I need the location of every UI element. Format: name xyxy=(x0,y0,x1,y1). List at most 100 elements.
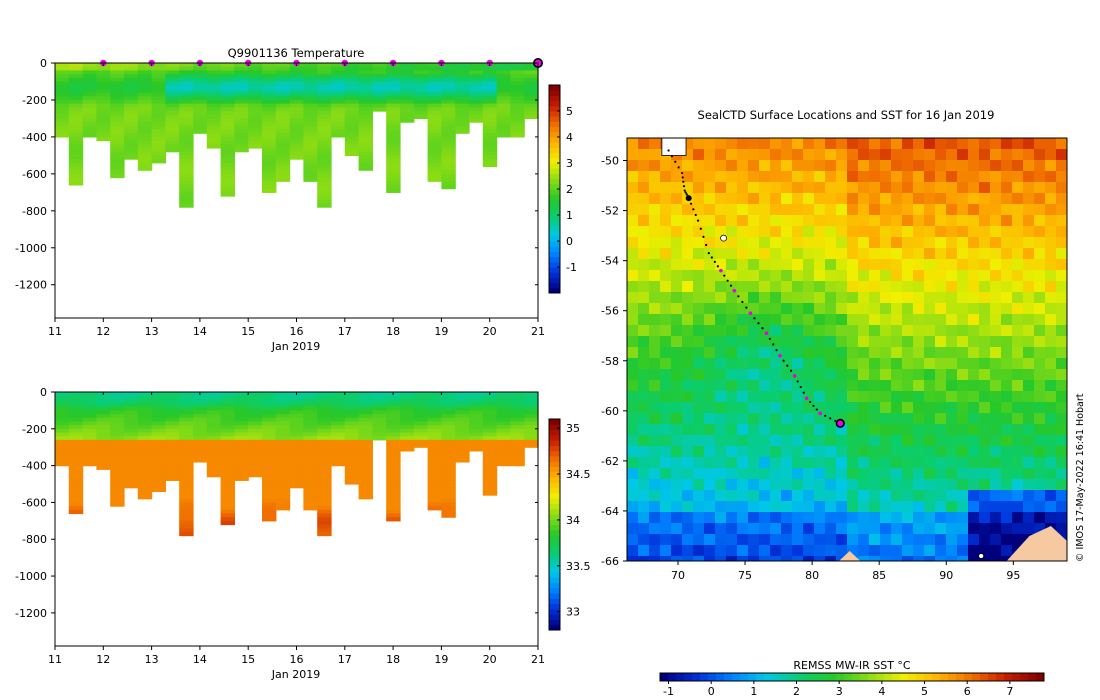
sst-cell xyxy=(748,479,760,491)
profile-cell xyxy=(55,417,70,423)
sst-cell xyxy=(759,490,771,502)
profile-column xyxy=(427,63,442,182)
profile-cell xyxy=(386,162,401,168)
profile-cell xyxy=(441,162,456,168)
sst-cell xyxy=(902,479,914,491)
profile-cell xyxy=(524,395,539,400)
profile-cell xyxy=(137,458,153,463)
x-tick-label: 19 xyxy=(434,325,448,338)
sst-cell xyxy=(825,248,837,260)
colorbar-swatch xyxy=(549,471,560,478)
sst-cell xyxy=(671,512,683,524)
sst-cell xyxy=(968,391,980,403)
sst-cell xyxy=(957,281,969,293)
sst-cell xyxy=(880,501,892,513)
sst-cell xyxy=(770,248,782,260)
profile-cell xyxy=(262,136,277,142)
sst-cell xyxy=(803,347,815,359)
profile-cell xyxy=(510,447,525,452)
profile-cell xyxy=(262,170,277,175)
profile-cell xyxy=(165,395,180,400)
sst-cell xyxy=(649,281,661,293)
profile-cell xyxy=(469,406,484,411)
colorbar-swatch xyxy=(549,256,560,263)
profile-cell xyxy=(262,443,277,448)
profile-cell xyxy=(331,99,346,105)
colorbar-swatch xyxy=(549,220,560,226)
profile-cell xyxy=(482,99,498,105)
sst-cell xyxy=(880,369,892,381)
profile-cell xyxy=(400,443,415,448)
profile-cell xyxy=(179,487,194,492)
sst-cell xyxy=(759,424,771,436)
sst-cell xyxy=(715,556,727,562)
profile-cell xyxy=(165,417,180,423)
sst-cell xyxy=(814,149,826,161)
sst-cell xyxy=(935,160,947,172)
profile-cell xyxy=(482,439,498,445)
profile-cell xyxy=(386,81,401,86)
profile-cell xyxy=(317,122,332,127)
profile-cell xyxy=(469,107,484,112)
sst-cell xyxy=(979,413,991,425)
profile-cell xyxy=(179,140,194,145)
profile-cell xyxy=(124,133,139,138)
profile-cell xyxy=(275,144,291,149)
sst-cell xyxy=(649,380,661,392)
sst-cell xyxy=(1045,314,1057,326)
sst-cell xyxy=(880,545,892,557)
profile-cell xyxy=(220,403,235,408)
sst-cell xyxy=(671,303,683,315)
profile-cell xyxy=(317,447,332,452)
profile-cell xyxy=(344,443,360,448)
sst-cell xyxy=(913,402,925,414)
profile-cell xyxy=(193,99,208,105)
sst-cell xyxy=(627,523,639,535)
profile-cell xyxy=(413,96,429,101)
sst-cell xyxy=(792,391,804,403)
profile-cell xyxy=(110,85,125,90)
profile-cell xyxy=(400,406,415,411)
profile-cell xyxy=(234,450,249,456)
sst-cell xyxy=(737,336,749,348)
profile-cell xyxy=(234,136,249,142)
sst-cell xyxy=(748,402,760,414)
sst-cell xyxy=(693,512,705,524)
profile-cell xyxy=(55,403,70,408)
track-point xyxy=(723,274,726,277)
sst-cell xyxy=(803,182,815,194)
profile-cell xyxy=(234,63,249,68)
sst-cell xyxy=(814,248,826,260)
track-point xyxy=(689,202,693,205)
sst-cell xyxy=(638,204,650,216)
profile-cell xyxy=(344,99,360,105)
sst-cell xyxy=(715,226,727,238)
profile-cell xyxy=(441,118,456,123)
profile-cell xyxy=(206,118,222,123)
profile-cell xyxy=(179,450,194,456)
sst-cell xyxy=(979,347,991,359)
sst-cell xyxy=(627,512,639,524)
profile-cell xyxy=(165,148,180,153)
sst-cell xyxy=(649,182,661,194)
profile-cell xyxy=(289,414,304,419)
profile-cell xyxy=(124,99,139,105)
profile-cell xyxy=(289,469,304,474)
profile-cell xyxy=(55,129,70,134)
sst-cell xyxy=(759,314,771,326)
profile-cell xyxy=(496,454,511,459)
profile-cell xyxy=(455,421,470,426)
profile-column xyxy=(289,392,304,489)
profile-cell xyxy=(82,70,97,75)
sst-cell xyxy=(869,215,881,227)
profile-cell xyxy=(524,81,539,86)
profile-cell xyxy=(482,406,498,411)
sst-cell xyxy=(649,512,661,524)
sst-cell xyxy=(726,402,738,414)
sst-cell xyxy=(1023,424,1035,436)
profile-cell xyxy=(344,414,360,419)
y-tick-label: -400 xyxy=(22,460,47,473)
profile-cell xyxy=(496,103,511,108)
sst-cell xyxy=(671,336,683,348)
sst-cell xyxy=(671,237,683,249)
